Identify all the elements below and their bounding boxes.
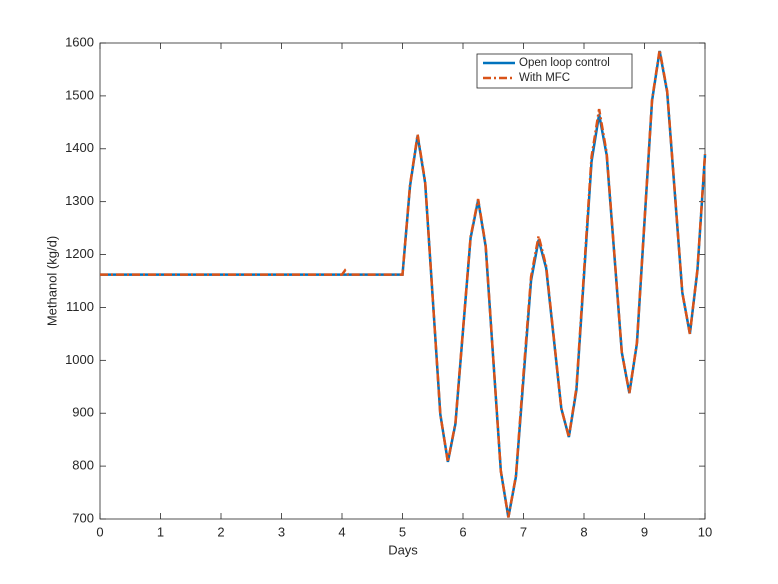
- x-tick-label: 3: [278, 524, 285, 539]
- y-tick-label: 900: [72, 405, 94, 420]
- x-tick-label: 4: [338, 524, 345, 539]
- y-tick-label: 1100: [66, 299, 94, 314]
- y-tick-label: 1500: [65, 87, 94, 102]
- x-tick-label: 7: [520, 524, 527, 539]
- x-tick-label: 2: [217, 524, 224, 539]
- legend-label: Open loop control: [519, 57, 610, 69]
- plot-area: [99, 42, 706, 520]
- x-axis-label: Days: [388, 542, 418, 557]
- x-tick-label: 1: [157, 524, 164, 539]
- y-axis-label: Methanol (kg/d): [44, 236, 59, 326]
- legend-box: [476, 53, 633, 89]
- x-tick-label: 6: [459, 524, 466, 539]
- x-tick-label: 8: [580, 524, 587, 539]
- x-tick-label: 0: [96, 524, 103, 539]
- y-tick-label: 1200: [65, 246, 94, 261]
- data-line: [100, 49, 707, 518]
- y-tick-label: 1000: [65, 352, 94, 367]
- y-tick-label: 1400: [65, 140, 94, 155]
- x-tick-label: 5: [399, 524, 406, 539]
- legend-label: With MFC: [519, 72, 570, 84]
- y-tick-label: 1300: [65, 193, 94, 208]
- legend: Open loop control With MFC: [476, 53, 633, 89]
- x-tick-label: 9: [641, 524, 648, 539]
- y-tick-label: 1600: [65, 34, 94, 49]
- y-tick-label: 700: [72, 510, 94, 525]
- x-tick-label: 10: [698, 524, 712, 539]
- y-tick-label: 800: [72, 458, 94, 473]
